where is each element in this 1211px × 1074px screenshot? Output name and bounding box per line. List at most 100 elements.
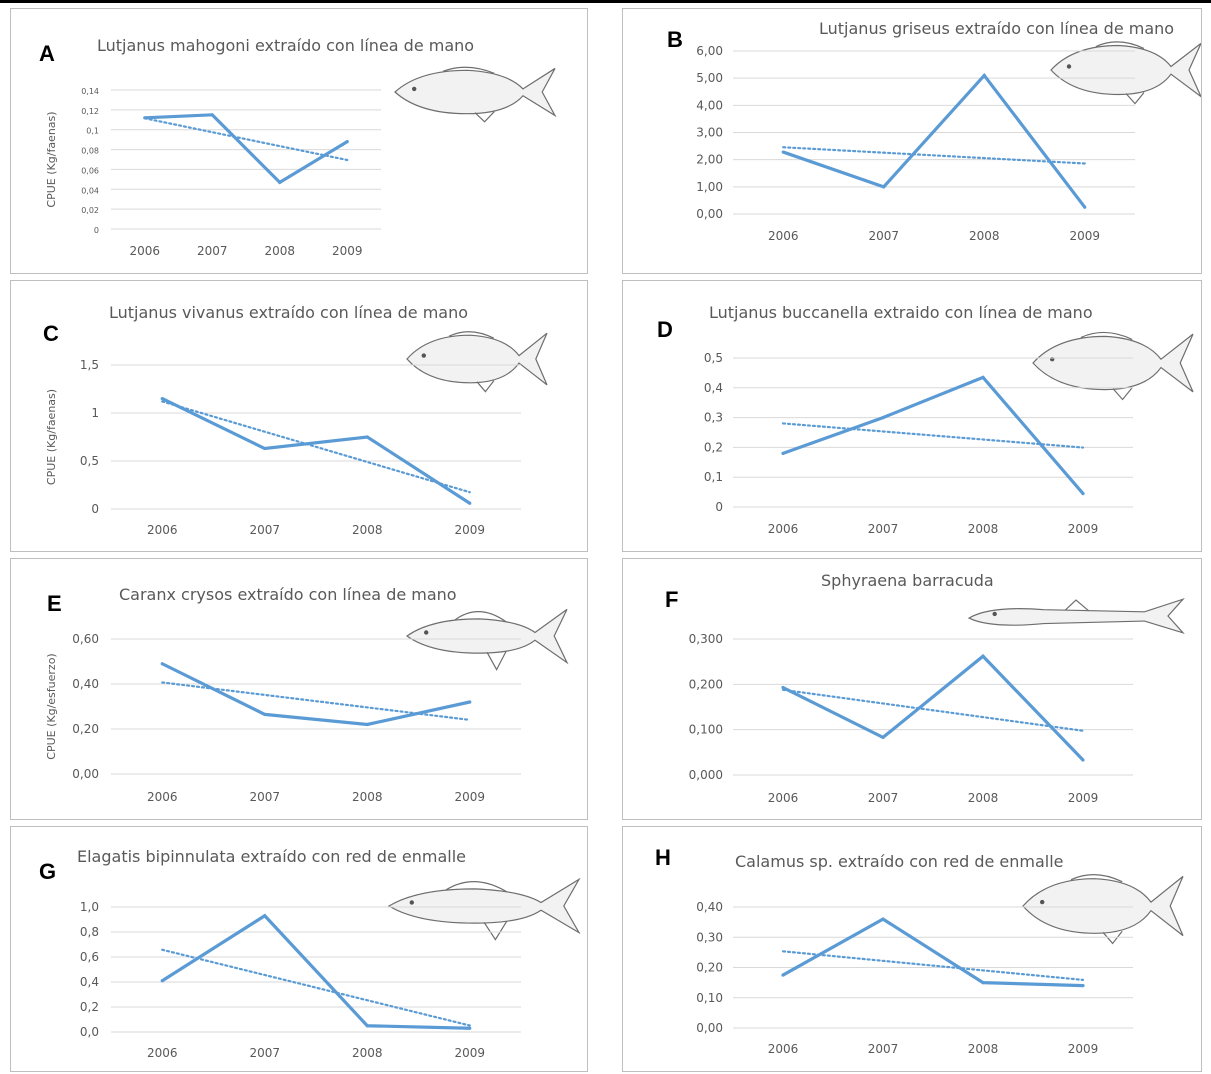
- x-tick-label: 2008: [352, 790, 383, 804]
- x-tick-label: 2007: [249, 1046, 280, 1060]
- chart-panel-d: D Lutjanus buccanella extraido con línea …: [622, 280, 1202, 552]
- x-tick-label: 2006: [768, 229, 799, 243]
- y-tick-label: 0,4: [80, 975, 99, 989]
- y-tick-label: 0,00: [696, 207, 723, 221]
- chart-panel-f: F Sphyraena barracuda 0,000 0,100 0,200 0,300…: [622, 558, 1202, 820]
- data-point: [981, 375, 985, 379]
- y-tick-label: 1,5: [80, 358, 99, 372]
- y-tick-label: 6,00: [696, 44, 723, 58]
- data-point: [263, 446, 267, 451]
- panel-letter: B: [667, 27, 683, 52]
- snapper-icon: [406, 331, 548, 393]
- chart-panel-c: C Lutjanus vivanus extraído con línea de …: [10, 280, 588, 552]
- x-tick-label: 2006: [768, 1042, 799, 1056]
- x-tick-label: 2009: [454, 1046, 485, 1060]
- panel-letter: A: [39, 41, 55, 66]
- chart-title: Elagatis bipinnulata extraído con red de…: [77, 847, 466, 866]
- x-tick-label: 2007: [868, 522, 899, 536]
- y-tick-label: 0,3: [704, 411, 723, 425]
- data-point: [982, 73, 986, 78]
- chart-title: Caranx crysos extraído con línea de mano: [119, 585, 457, 604]
- panel-letter: D: [657, 317, 673, 342]
- y-tick-label: 0: [94, 226, 99, 235]
- x-tick-label: 2007: [249, 523, 280, 537]
- y-tick-label: 4,00: [696, 98, 723, 112]
- fish-eye: [1066, 64, 1072, 69]
- data-point: [210, 113, 214, 117]
- x-tick-label: 2007: [868, 791, 899, 805]
- series-line: [144, 113, 349, 185]
- chart-svg: 0,000 0,100 0,200 0,300 2006 2007 2008 2009: [689, 597, 1185, 805]
- trendline: [781, 950, 1085, 982]
- chart-svg: 0,00 0,10 0,20 0,30 0,40 2006 2007 2008 2009: [696, 874, 1184, 1056]
- y-tick-label: 0,4: [704, 381, 723, 395]
- y-tick-label: 0,200: [689, 677, 723, 691]
- data-point: [365, 1024, 369, 1028]
- chart-title: Lutjanus mahogoni extraído con línea de …: [97, 36, 475, 55]
- top-rule: [0, 0, 1211, 3]
- panel-letter: G: [39, 859, 57, 884]
- chart-svg: 0,0 0,2 0,4 0,6 0,8 1,0 2006 2007 2008 2009: [80, 877, 581, 1060]
- trendline: [782, 146, 1086, 165]
- series-line: [782, 72, 1087, 209]
- data-point: [881, 416, 885, 420]
- y-tick-label: 0,5: [704, 351, 723, 365]
- fish-eye: [992, 611, 997, 617]
- fish-eye: [1040, 899, 1045, 905]
- x-tick-label: 2009: [1068, 1042, 1099, 1056]
- y-tick-label: 0,60: [72, 632, 99, 646]
- y-axis-label: CPUE (Kg/faenas): [45, 389, 58, 485]
- snapper-icon: [1050, 41, 1201, 105]
- y-tick-label: 0,6: [80, 950, 99, 964]
- x-tick-label: 2008: [968, 522, 999, 536]
- fish-eye: [409, 900, 414, 905]
- panel-letter: C: [43, 321, 59, 346]
- chart-svg: 0 0,02 0,04 0,06 0,08 0,1 0,12 0,14 2006 2007 2008…: [45, 66, 557, 258]
- trendline: [161, 948, 471, 1027]
- trendline: [143, 117, 349, 162]
- data-point: [468, 700, 472, 704]
- y-tick-label: 1,00: [696, 180, 723, 194]
- jack-icon: [405, 608, 569, 671]
- data-point: [1083, 205, 1087, 209]
- chart-title: Lutjanus vivanus extraído con línea de m…: [109, 303, 469, 322]
- chart-panel-h: H Calamus sp. extraído con red de enmalle…: [622, 826, 1202, 1072]
- y-tick-label: 0,300: [689, 632, 723, 646]
- x-tick-label: 2008: [968, 1042, 999, 1056]
- runner-icon: [387, 877, 581, 941]
- y-tick-label: 0,14: [81, 87, 99, 96]
- data-point: [160, 397, 164, 401]
- data-point: [263, 712, 267, 716]
- y-tick-label: 1: [91, 406, 99, 420]
- x-tick-label: 2008: [352, 523, 383, 537]
- data-point: [781, 685, 785, 690]
- x-tick-label: 2008: [968, 791, 999, 805]
- x-tick-label: 2006: [768, 522, 799, 536]
- series-line: [161, 913, 470, 1030]
- chart-title: Calamus sp. extraído con red de enmalle: [735, 852, 1064, 871]
- trendline: [781, 688, 1085, 732]
- x-tick-label: 2006: [147, 790, 178, 804]
- series-line: [161, 397, 471, 505]
- y-tick-label: 0,10: [696, 991, 723, 1005]
- y-tick-label: 1,0: [80, 900, 99, 914]
- chart-svg: 0,00 0,20 0,40 0,60 2006 2007 2008 2009 CPUE (Kg…: [45, 608, 569, 804]
- barracuda-icon: [967, 597, 1185, 634]
- y-tick-label: 0,30: [696, 930, 723, 944]
- data-point: [981, 981, 985, 985]
- y-axis-label: CPUE (Kg/faenas): [45, 111, 58, 207]
- data-point: [468, 501, 472, 505]
- chart-title: Lutjanus griseus extraído con línea de m…: [819, 19, 1175, 38]
- data-point: [1081, 984, 1085, 988]
- y-tick-label: 3,00: [696, 126, 723, 140]
- y-tick-label: 0,04: [81, 186, 99, 195]
- y-tick-label: 0,40: [696, 900, 723, 914]
- series-line: [782, 917, 1084, 988]
- chart-title: Sphyraena barracuda: [821, 571, 994, 590]
- series-line: [782, 654, 1085, 762]
- chart-panel-e: E Caranx crysos extraído con línea de man…: [10, 558, 588, 820]
- y-tick-label: 0,5: [80, 454, 99, 468]
- y-tick-label: 2,00: [696, 153, 723, 167]
- y-tick-label: 0,2: [704, 440, 723, 454]
- x-tick-label: 2006: [129, 244, 160, 258]
